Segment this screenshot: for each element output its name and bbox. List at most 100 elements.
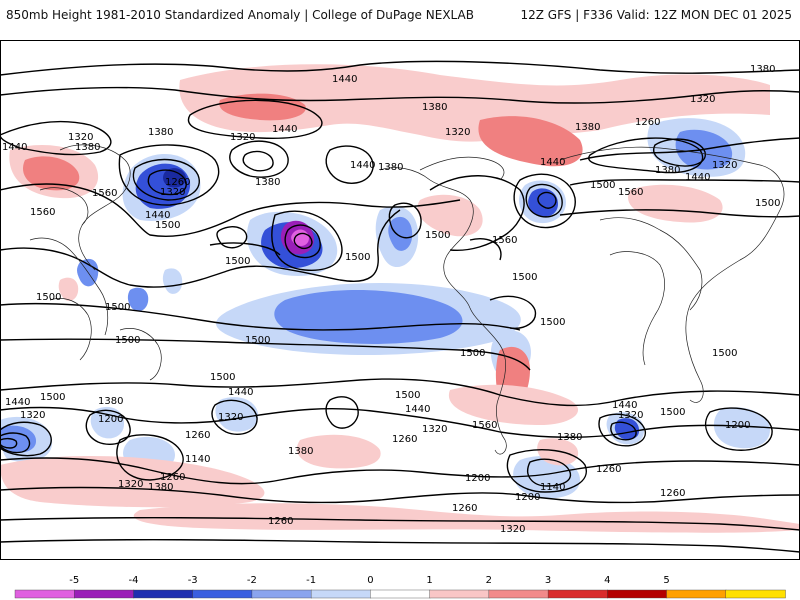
contour-label: 1560 [492,235,517,246]
colorbar-tick-label: -5 [69,575,79,586]
positive-anomaly-areas [0,64,800,533]
contour-label: 1500 [512,272,537,283]
contour-label: 1380 [750,64,775,75]
contour-label: 1440 [612,400,637,411]
contour-label: 1140 [540,482,565,493]
contour-label: 1500 [712,348,737,359]
contour-label: 1440 [350,160,375,171]
contour-label: 1320 [422,424,447,435]
contour-label: 1440 [272,124,297,135]
colorbar-segment [310,589,372,599]
colorbar-segment [370,589,431,599]
contour-label: 1560 [92,188,117,199]
contour-label: 1500 [660,407,685,418]
contour-label: 1440 [540,157,565,168]
contour-label: 1320 [712,160,737,171]
contour-label: 1320 [690,94,715,105]
height-contours [0,60,800,553]
colorbar-tick-label: 3 [545,575,551,586]
contour-label: 1380 [98,396,123,407]
colorbar-tick-label: 0 [367,575,373,586]
contour-label: 1260 [635,117,660,128]
colorbar-segment [74,589,135,599]
contour-label: 1260 [185,430,210,441]
colorbar-segment [607,589,668,599]
contour-labels: 1440 1380 1380 1440 1320 1320 1380 1260 … [2,64,780,535]
contour-label: 1320 [500,524,525,535]
contour-label: 1500 [425,230,450,241]
contour-label: 1500 [36,292,61,303]
colorbar-segment [666,589,727,599]
colorbar-tick-label: -1 [306,575,316,586]
contour-label: 1440 [685,172,710,183]
contour-label: 1380 [575,122,600,133]
contour-label: 1440 [2,142,27,153]
colorbar-tick-label: 5 [663,575,669,586]
colorbar-tick-label: -2 [247,575,257,586]
contour-label: 1320 [230,132,255,143]
anomaly-map: 1440 1380 1380 1440 1320 1320 1380 1260 … [0,40,800,560]
contour-label: 1380 [422,102,447,113]
contour-label: 1380 [557,432,582,443]
colorbar-tick-label: 1 [426,575,432,586]
colorbar-tick-label: -4 [128,575,138,586]
contour-label: 1200 [515,492,540,503]
contour-label: 1500 [345,252,370,263]
contour-label: 1500 [115,335,140,346]
colorbar-tick-label: -3 [188,575,198,586]
contour-label: 1500 [460,348,485,359]
contour-label: 1320 [118,479,143,490]
colorbar-segment [251,589,312,599]
contour-label: 1440 [405,404,430,415]
contour-label: 1320 [160,187,185,198]
contour-label: 1500 [395,390,420,401]
map-header: 850mb Height 1981-2010 Standardized Anom… [0,0,800,40]
contour-label: 1500 [755,198,780,209]
colorbar-segments [14,589,786,599]
contour-label: 1380 [288,446,313,457]
colorbar-segment [547,589,609,599]
contour-label: 1320 [445,127,470,138]
contour-label: 1200 [98,414,123,425]
contour-label: 1500 [590,180,615,191]
colorbar-ticks: -5 -4 -3 -2 -1 0 1 2 3 4 5 [69,575,669,586]
contour-label: 1320 [68,132,93,143]
contour-label: 1380 [75,142,100,153]
map-title: 850mb Height 1981-2010 Standardized Anom… [6,8,474,22]
contour-label: 1260 [392,434,417,445]
colorbar-segment [133,589,194,599]
contour-label: 1380 [378,162,403,173]
coastlines [29,144,785,455]
contour-label: 1320 [218,412,243,423]
contour-label: 1440 [228,387,253,398]
contour-label: 1320 [618,410,643,421]
contour-label: 1500 [245,335,270,346]
model-valid-time: 12Z GFS | F336 Valid: 12Z MON DEC 01 202… [520,8,792,22]
contour-label: 1260 [452,503,477,514]
contour-label: 1560 [618,187,643,198]
contour-label: 1500 [210,372,235,383]
contour-label: 1260 [596,464,621,475]
contour-label: 1260 [268,516,293,527]
contour-label: 1380 [255,177,280,188]
contour-label: 1500 [105,302,130,313]
contour-label: 1260 [160,472,185,483]
colorbar-segment [429,589,490,599]
contour-label: 1140 [185,454,210,465]
contour-label: 1380 [148,127,173,138]
colorbar-segment [488,589,549,599]
contour-label: 1260 [165,177,190,188]
anomaly-colorbar: -5 -4 -3 -2 -1 0 1 2 3 4 5 [14,575,786,599]
contour-label: 1380 [148,482,173,493]
contour-label: 1500 [225,256,250,267]
contour-label: 1560 [30,207,55,218]
contour-label: 1500 [40,392,65,403]
colorbar-segment [192,589,253,599]
contour-label: 1440 [332,74,357,85]
colorbar-tick-label: 4 [604,575,610,586]
contour-label: 1440 [145,210,170,221]
colorbar-segment [725,589,786,599]
contour-label: 1200 [725,420,750,431]
contour-label: 1380 [655,165,680,176]
contour-label: 1500 [540,317,565,328]
